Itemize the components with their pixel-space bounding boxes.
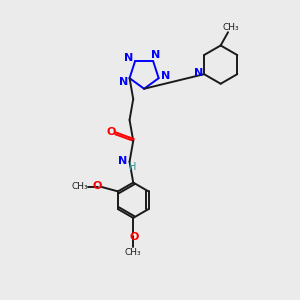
Text: N: N	[194, 68, 203, 78]
Text: H: H	[129, 162, 137, 172]
Text: N: N	[119, 77, 128, 87]
Text: N: N	[118, 156, 128, 166]
Text: CH₃: CH₃	[125, 248, 142, 257]
Text: CH₃: CH₃	[72, 182, 88, 191]
Text: O: O	[93, 181, 102, 190]
Text: O: O	[106, 127, 116, 137]
Text: O: O	[129, 232, 139, 242]
Text: N: N	[151, 50, 160, 60]
Text: N: N	[160, 71, 170, 81]
Text: CH₃: CH₃	[223, 23, 239, 32]
Text: N: N	[124, 52, 133, 62]
